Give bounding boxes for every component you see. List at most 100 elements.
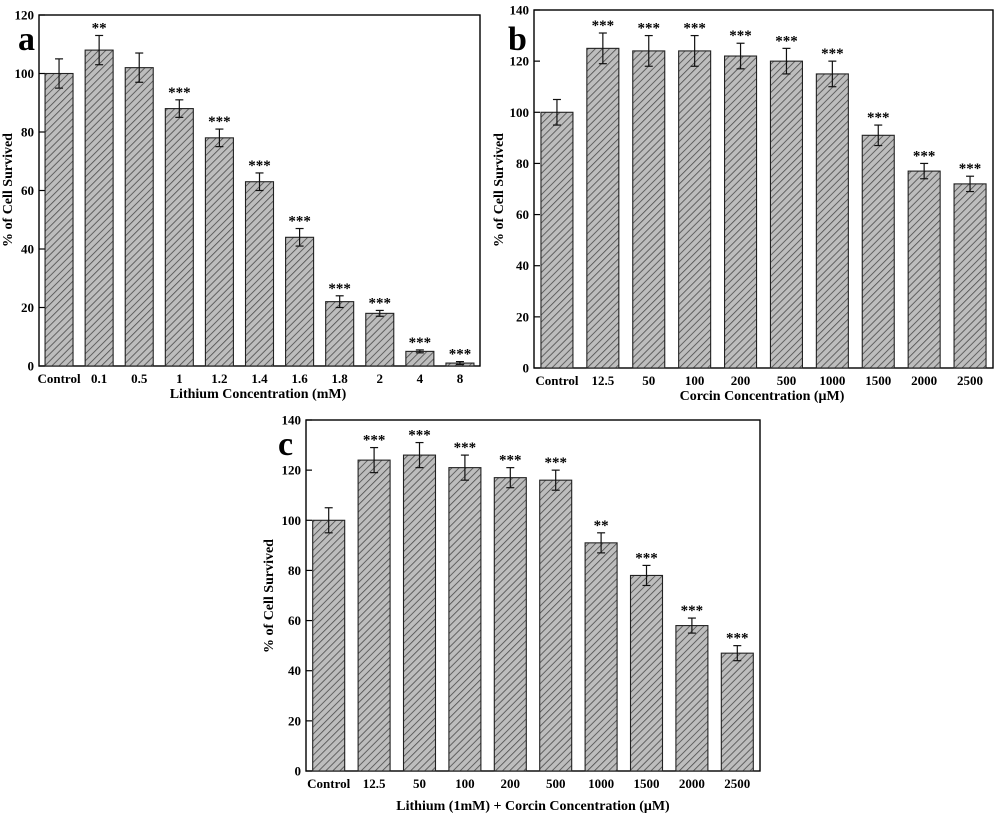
y-tick-label: 60 — [21, 183, 34, 198]
significance-label: *** — [959, 161, 982, 177]
y-tick-label: 120 — [282, 463, 302, 478]
significance-label: *** — [288, 214, 311, 230]
error-bar — [324, 507, 333, 534]
significance-label: *** — [544, 455, 567, 471]
y-tick-label: 20 — [21, 300, 34, 315]
error-bar — [95, 34, 104, 66]
panel-c-bars: *** ********* ************** — [312, 428, 754, 772]
x-tick-label: 2500 — [957, 373, 983, 388]
x-tick-label: 500 — [546, 776, 566, 791]
significance-label: *** — [449, 347, 472, 363]
bar — [953, 183, 987, 369]
error-bar — [335, 295, 344, 309]
y-tick-label: 140 — [282, 413, 302, 428]
bar — [124, 67, 154, 367]
error-bar — [687, 617, 696, 634]
significance-label: *** — [592, 18, 615, 34]
error-bar — [920, 162, 929, 180]
x-tick-label: 2000 — [911, 373, 937, 388]
y-tick-label: 100 — [15, 66, 35, 81]
bar — [678, 50, 712, 369]
y-tick-label: 100 — [282, 513, 302, 528]
error-bar — [175, 99, 184, 118]
panel-a: a 0 20 40 60 80 100 120 Control 0.1 0.5 1 1.2 1.4 1.… — [1, 8, 481, 402]
y-tick-label: 80 — [516, 156, 529, 171]
panel-a-letter: a — [18, 21, 35, 58]
significance-label: *** — [328, 281, 351, 297]
x-tick-label: 2500 — [724, 776, 750, 791]
x-tick-label: 100 — [455, 776, 475, 791]
significance-label: *** — [248, 158, 271, 174]
x-tick-label: 200 — [501, 776, 521, 791]
y-tick-label: 20 — [516, 309, 529, 324]
panel-c-y-ticks: 0 20 40 60 80 100 120 140 — [282, 413, 312, 779]
bar — [907, 170, 941, 369]
y-tick-label: 0 — [295, 764, 302, 779]
error-bar — [415, 349, 424, 354]
bar — [493, 477, 527, 772]
bar — [629, 574, 664, 772]
x-tick-label: 1500 — [865, 373, 891, 388]
panel-b-plot-frame — [533, 9, 994, 369]
bar — [285, 236, 315, 367]
significance-label: *** — [683, 21, 706, 37]
error-bar — [375, 309, 384, 317]
bar — [357, 459, 391, 772]
error-bar — [551, 469, 560, 491]
bar — [402, 454, 437, 772]
bar — [723, 55, 758, 369]
error-bar — [552, 98, 561, 126]
error-bar — [736, 42, 745, 70]
error-bar — [597, 532, 606, 554]
bar — [540, 111, 574, 369]
x-tick-label: 8 — [457, 371, 464, 386]
x-tick-label: 1000 — [819, 373, 845, 388]
x-tick-label: 12.5 — [363, 776, 386, 791]
bar — [312, 519, 346, 772]
x-tick-label: 4 — [417, 371, 424, 386]
x-tick-label: Control — [37, 371, 80, 386]
significance-label: *** — [369, 295, 392, 311]
y-tick-label: 100 — [510, 105, 530, 120]
x-tick-label: 1500 — [634, 776, 660, 791]
x-tick-label: 1000 — [588, 776, 614, 791]
y-tick-label: 40 — [21, 242, 34, 257]
error-bar — [782, 47, 791, 75]
bar — [586, 47, 620, 369]
bar — [244, 181, 275, 367]
significance-label: *** — [867, 110, 890, 126]
significance-label: *** — [409, 335, 432, 351]
error-bar — [644, 34, 653, 67]
bar — [539, 479, 573, 772]
x-tick-label: 100 — [685, 373, 705, 388]
y-tick-label: 120 — [510, 54, 530, 69]
y-tick-label: 60 — [288, 613, 301, 628]
significance-label: *** — [363, 433, 386, 449]
bar — [584, 542, 618, 772]
significance-label: *** — [408, 428, 431, 444]
significance-label: *** — [635, 550, 658, 566]
bar — [84, 49, 114, 367]
error-bar — [295, 227, 304, 247]
bar — [769, 60, 804, 369]
error-bar — [55, 58, 64, 89]
x-tick-label: 12.5 — [591, 373, 614, 388]
error-bar — [255, 172, 264, 192]
error-bar — [455, 361, 464, 366]
panel-a-y-ticks: 0 20 40 60 80 100 120 — [15, 8, 45, 374]
error-bar — [415, 441, 424, 469]
bar — [325, 301, 355, 367]
panel-a-y-axis-title: % of Cell Survived — [1, 133, 16, 247]
x-tick-label: 50 — [642, 373, 655, 388]
error-bar — [370, 446, 379, 474]
y-tick-label: 0 — [28, 359, 35, 374]
bar — [365, 312, 395, 367]
panel-b-x-axis-title: Corcin Concentration (μM) — [680, 389, 845, 404]
panel-a-bars: ************************** — [44, 20, 475, 367]
panel-b-letter: b — [508, 21, 527, 58]
y-tick-label: 0 — [523, 361, 530, 376]
x-tick-label: 2000 — [679, 776, 705, 791]
error-bar — [874, 124, 883, 147]
significance-label: *** — [821, 46, 844, 62]
